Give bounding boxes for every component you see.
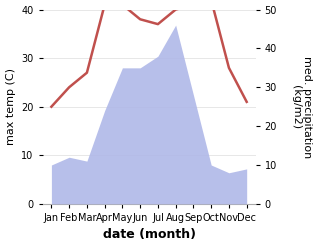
Y-axis label: max temp (C): max temp (C) [5,68,16,145]
Y-axis label: med. precipitation
(kg/m2): med. precipitation (kg/m2) [291,56,313,158]
X-axis label: date (month): date (month) [102,228,196,242]
